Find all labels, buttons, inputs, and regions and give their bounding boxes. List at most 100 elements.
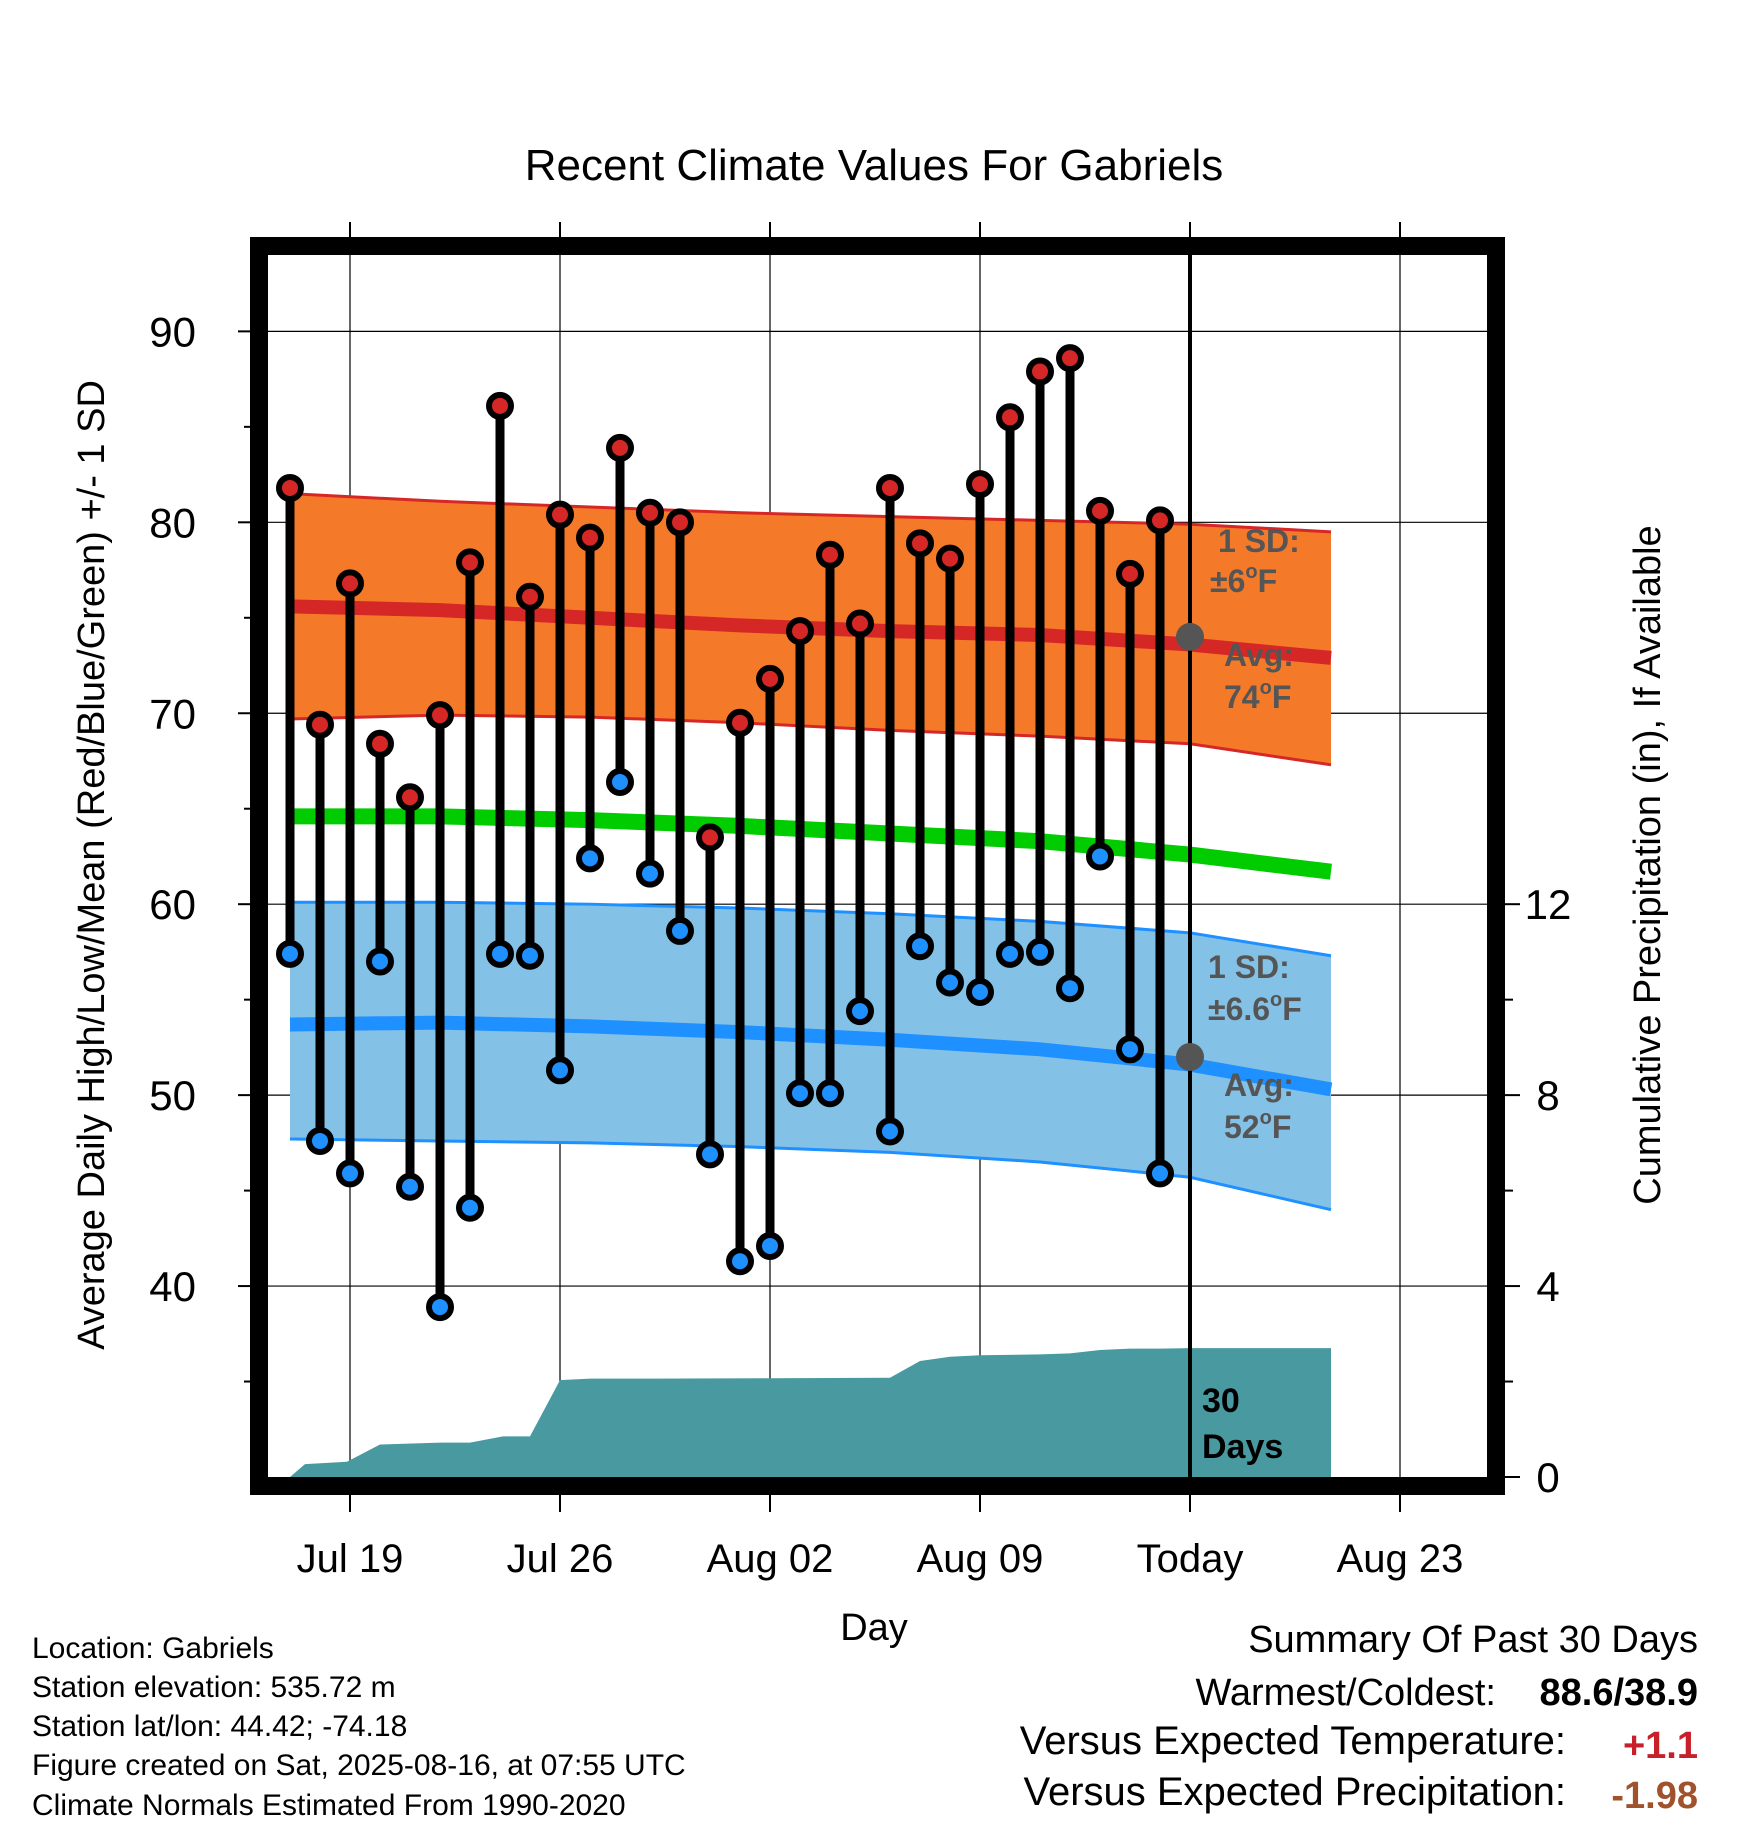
plot-area: 1 SD: ±6oF Avg: 74oF 1 SD: ±6.6oF Avg: 5… (250, 237, 1505, 1495)
precip-days-label: Days (1202, 1428, 1283, 1466)
precip-days-number: 30 (1202, 1382, 1240, 1420)
daily-low-dot (846, 997, 874, 1026)
y-tick-label: 40 (149, 1263, 196, 1310)
daily-low-dot (1116, 1035, 1144, 1064)
daily-high-dot (696, 823, 724, 852)
x-tick-label: Aug 09 (917, 1537, 1044, 1581)
daily-low-dot (1026, 937, 1054, 966)
low-sd-band (290, 902, 1331, 1210)
x-tick-label: Aug 23 (1337, 1537, 1464, 1581)
high-sd-label: 1 SD: (1218, 523, 1300, 559)
daily-high-dot (516, 582, 544, 611)
precip-area (290, 1348, 1331, 1477)
y-tick-label: 60 (149, 881, 196, 928)
daily-low-dot (1146, 1159, 1174, 1188)
daily-high-dot (366, 729, 394, 758)
chart-title: Recent Climate Values For Gabriels (525, 141, 1224, 190)
today-low-avg-dot (1176, 1042, 1204, 1071)
daily-low-dot (276, 939, 304, 968)
daily-high-dot (576, 523, 604, 552)
y-tick-label: 80 (149, 499, 196, 546)
daily-high-dot (546, 500, 574, 529)
high-sd-value: ±6oF (1210, 561, 1277, 599)
daily-range-bars (285, 358, 1165, 1308)
warm-cold-value: 88.6/38.9 (1540, 1672, 1698, 1714)
daily-low-dot (426, 1293, 454, 1322)
avg-high-line (289, 599, 1332, 665)
daily-high-dot (906, 529, 934, 558)
daily-low-dot (456, 1193, 484, 1222)
y-axis-label: Average Daily High/Low/Mean (Red/Blue/Gr… (71, 380, 113, 1350)
x-tick-label: Aug 02 (707, 1537, 834, 1581)
daily-low-dot (966, 978, 994, 1007)
y2-axis-label: Cumulative Precipitation (in), If Availa… (1627, 525, 1669, 1204)
high-avg-value: 74oF (1224, 677, 1291, 715)
daily-high-dot (816, 540, 844, 569)
warm-cold-label: Warmest/Coldest: (1195, 1672, 1496, 1714)
y-tick-label: 90 (149, 308, 196, 355)
summary-title: Summary Of Past 30 Days (1248, 1619, 1698, 1661)
footer-location: Location: Gabriels (32, 1632, 274, 1665)
precip-departure-label: Versus Expected Precipitation: (1023, 1770, 1566, 1814)
daily-low-dot (486, 939, 514, 968)
precip-departure-value: -1.98 (1611, 1775, 1698, 1817)
axes: 40 50 60 70 80 90 0 4 8 12 Jul 19 Jul 26 Aug 02 Aug 0… (149, 222, 1571, 1581)
y2-tick-label: 8 (1536, 1072, 1559, 1119)
y2-tick-label: 4 (1536, 1263, 1559, 1310)
daily-low-dot (936, 968, 964, 997)
daily-low-dot (606, 767, 634, 796)
high-minus-sd-line (289, 713, 1332, 767)
daily-high-dot (276, 473, 304, 502)
temp-departure-label: Versus Expected Temperature: (1020, 1719, 1566, 1763)
annotations: 1 SD: ±6oF Avg: 74oF 1 SD: ±6.6oF Avg: 5… (1176, 523, 1302, 1466)
daily-high-dot (306, 710, 334, 739)
summary-box: Summary Of Past 30 Days Warmest/Coldest:… (1020, 1619, 1698, 1817)
y2-tick-label: 12 (1525, 881, 1572, 928)
y-tick-label: 50 (149, 1072, 196, 1119)
plot-frame (250, 237, 1505, 1495)
low-plus-sd-line (290, 900, 1332, 958)
precipitation-area (290, 255, 1331, 1477)
daily-high-dot (396, 783, 424, 812)
x-tick-label: Jul 19 (297, 1537, 404, 1581)
daily-low-dot (1056, 974, 1084, 1003)
y2-tick-label: 0 (1536, 1454, 1559, 1501)
temp-departure-value: +1.1 (1623, 1725, 1698, 1767)
daily-high-dot (876, 473, 904, 502)
daily-low-dot (906, 932, 934, 961)
daily-low-dot (396, 1172, 424, 1201)
x-tick-label: Jul 26 (507, 1537, 614, 1581)
daily-high-dot (756, 664, 784, 693)
daily-high-dot (456, 548, 484, 577)
daily-high-dot (1056, 344, 1084, 373)
daily-low-dot (876, 1117, 904, 1146)
daily-high-dot (486, 391, 514, 420)
today-high-avg-dot (1176, 622, 1204, 651)
footer-created: Figure created on Sat, 2025-08-16, at 07… (32, 1749, 686, 1782)
low-avg-label: Avg: (1224, 1067, 1294, 1103)
daily-low-dot (786, 1079, 814, 1108)
daily-low-dot (696, 1140, 724, 1169)
daily-high-dot (426, 701, 454, 730)
low-avg-value: 52oF (1224, 1107, 1291, 1145)
high-avg-label: Avg: (1224, 637, 1294, 673)
footer-info: Location: Gabriels Station elevation: 53… (32, 1632, 686, 1822)
footer-latlon: Station lat/lon: 44.42; -74.18 (32, 1710, 407, 1743)
low-sd-value: ±6.6oF (1208, 989, 1302, 1027)
daily-high-dot (1146, 506, 1174, 535)
daily-high-dot (936, 544, 964, 573)
x-axis-label: Day (840, 1607, 908, 1649)
daily-high-dot (786, 617, 814, 646)
avg-low-line (289, 1015, 1333, 1097)
daily-low-dot (996, 939, 1024, 968)
daily-low-dot (546, 1056, 574, 1085)
daily-high-dot (726, 708, 754, 737)
daily-low-dot (516, 941, 544, 970)
daily-dots (276, 344, 1174, 1322)
daily-high-dot (636, 498, 664, 527)
daily-low-dot (636, 859, 664, 888)
y-tick-label: 70 (149, 690, 196, 737)
daily-low-dot (816, 1079, 844, 1108)
daily-high-dot (966, 470, 994, 499)
